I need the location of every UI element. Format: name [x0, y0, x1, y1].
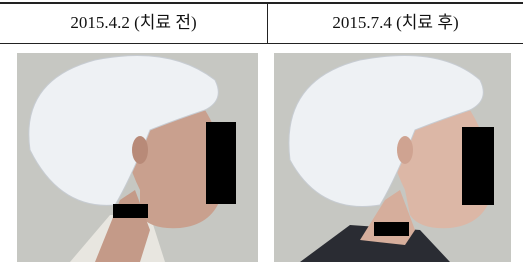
photos	[0, 0, 523, 265]
photo-before	[17, 53, 258, 262]
figure-table: 2015.4.2 (치료 전) 2015.7.4 (치료 후)	[0, 0, 523, 265]
photo-after	[274, 53, 511, 262]
